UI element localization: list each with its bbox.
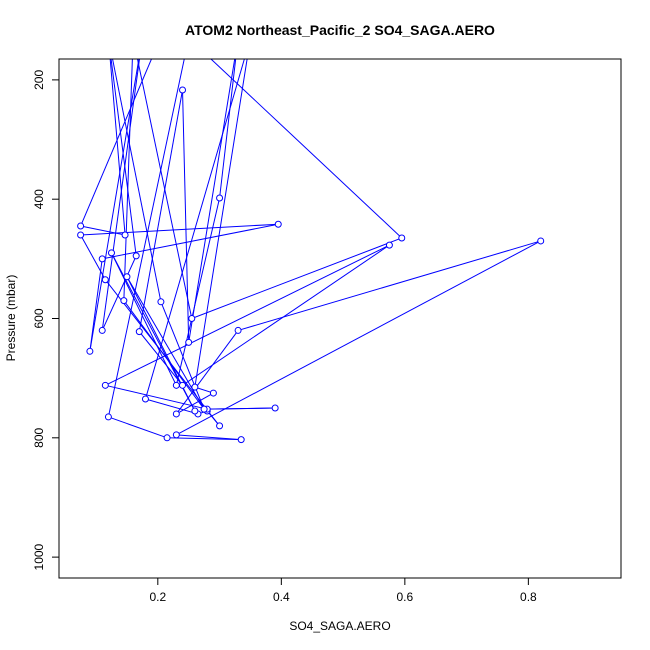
data-point (163, 434, 171, 442)
data-point (77, 231, 85, 239)
data-point (179, 86, 187, 94)
x-tick-label: 0.6 (397, 590, 414, 604)
series-segment (182, 90, 190, 343)
x-tick-label: 0.4 (273, 590, 290, 604)
data-point (172, 381, 180, 389)
data-point (120, 297, 128, 305)
data-point (107, 249, 115, 257)
series-segment (182, 244, 390, 386)
series-segment (89, 59, 140, 352)
data-point (537, 237, 545, 245)
y-tick-label: 600 (32, 308, 46, 328)
series-segment (138, 331, 183, 386)
series-segment (176, 240, 541, 436)
data-point (191, 383, 199, 391)
data-point (237, 436, 245, 444)
series-segment (176, 392, 214, 415)
data-point (191, 407, 199, 415)
series-segment (105, 244, 390, 386)
data-point (123, 273, 131, 281)
series-segment (112, 59, 162, 302)
y-tick-label: 800 (32, 427, 46, 447)
y-tick-label: 1000 (32, 543, 46, 570)
data-point (105, 35, 111, 41)
series-segment (160, 301, 205, 410)
data-point (200, 405, 208, 413)
series-segment (109, 59, 126, 236)
series-segment (80, 225, 126, 236)
data-point (172, 410, 180, 418)
data-point (135, 328, 143, 336)
series-segment (175, 197, 221, 386)
series-segment (136, 59, 193, 319)
series-segment (80, 234, 106, 280)
series-segment (167, 437, 242, 441)
x-axis: 0.2 0.4 0.6 0.8 (149, 577, 537, 604)
data-point (139, 35, 145, 41)
data-point (385, 241, 393, 249)
data-point (141, 395, 149, 403)
data-layer (77, 35, 545, 444)
data-point (234, 326, 242, 334)
series-segment (80, 59, 153, 227)
series-segment (110, 59, 137, 256)
data-point (185, 338, 193, 346)
data-point (157, 298, 165, 306)
x-tick-label: 0.2 (149, 590, 166, 604)
series-segment (89, 258, 103, 352)
series-segment (111, 252, 177, 386)
x-axis-label: SO4_SAGA.AERO (289, 619, 390, 633)
data-point (398, 234, 406, 242)
y-tick-label: 400 (32, 189, 46, 209)
data-point (179, 381, 187, 389)
series-segment (145, 398, 199, 415)
data-point (105, 35, 111, 41)
series-segment (105, 384, 208, 410)
series-segment (210, 59, 403, 239)
data-point (98, 255, 106, 263)
series-segment (123, 59, 133, 301)
series-segment (138, 89, 184, 332)
series-segment (237, 240, 541, 331)
data-point (216, 422, 224, 430)
series-segment (101, 255, 137, 331)
series-segment (101, 59, 141, 331)
data-point (188, 315, 196, 322)
series-segment (176, 434, 242, 441)
data-point (209, 389, 217, 397)
data-point (172, 431, 180, 439)
data-point (216, 194, 224, 202)
series-segment (123, 300, 205, 410)
series-segment (108, 416, 168, 439)
series-segment (80, 223, 279, 236)
series-segment (191, 237, 402, 319)
data-point (86, 347, 94, 355)
data-point (130, 35, 136, 41)
series-segment (219, 59, 237, 199)
chart-title: ATOM2 Northeast_Pacific_2 SO4_SAGA.AERO (185, 22, 495, 38)
series-segment (102, 223, 279, 260)
series-segment (188, 59, 236, 343)
data-point (121, 231, 129, 239)
data-point (271, 404, 279, 412)
data-point (155, 41, 161, 47)
series-segment (194, 59, 248, 388)
y-tick-label: 200 (32, 70, 46, 90)
series-segment (107, 59, 185, 418)
data-point (104, 413, 112, 421)
y-axis-label: Pressure (mbar) (4, 275, 18, 362)
data-point (274, 220, 282, 228)
series-segment (204, 407, 276, 410)
series-segment (175, 330, 239, 415)
data-point (101, 276, 109, 284)
x-tick-label: 0.8 (520, 590, 537, 604)
series-segment (126, 276, 205, 410)
y-axis: 200 400 600 800 1000 (32, 70, 60, 570)
data-point (77, 222, 85, 230)
data-point (132, 252, 140, 260)
data-point (98, 326, 106, 334)
data-point (101, 381, 109, 389)
